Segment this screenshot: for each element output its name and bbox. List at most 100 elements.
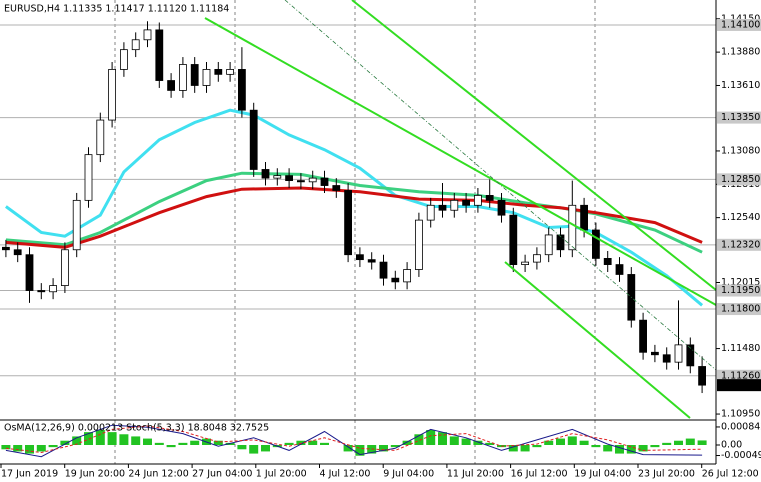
candle-body [226,69,235,75]
candle-body [639,319,647,353]
candle-body [261,169,270,179]
osma-bar [685,438,695,445]
candle-body [462,199,471,206]
level-label-box [717,238,761,251]
x-tick-label: 23 Jul 20:00 [638,469,695,480]
y-tick-label: 1.12540 [721,212,760,223]
level-label: 1.12320 [721,239,760,250]
x-tick-label: 11 Jul 20:00 [447,469,504,480]
candle-body [533,254,541,263]
stochastic-line [5,425,703,454]
x-tick-label: 19 Jul 04:00 [574,469,631,480]
candle-body [379,261,388,279]
osma-bar [650,445,660,448]
candle-body [485,195,494,201]
candle-body [25,254,34,291]
osma-bar [579,440,589,445]
osma-bar [72,436,82,445]
x-tick-label: 16 Jul 12:00 [511,469,568,480]
y-tick-label: 1.11480 [721,343,760,354]
osma-bar [532,445,542,448]
indicator-title: OsMA(12,26,9) 0.000213 Stoch(5,3,3) 18.8… [4,423,269,434]
level-label: 1.11800 [721,304,760,315]
level-label: 1.11260 [721,370,760,381]
osma-bar [178,442,188,445]
candle-body [438,204,447,211]
candle-body [13,249,22,256]
osma-bar [25,445,34,454]
indicator-tick-label: 0.000842 [721,421,761,432]
level-label-box [717,173,761,186]
osma-bar [190,440,200,445]
osma-bar [662,442,672,445]
level-label-box [717,369,761,382]
candle-body [155,29,164,81]
osma-bar [166,445,176,448]
level-label: 1.12850 [721,174,760,185]
level-label: 1.13350 [721,112,760,123]
osma-bar [567,436,577,445]
osma-bar [438,432,447,445]
osma-bar [343,445,353,452]
candle-body [143,29,152,41]
osma-bar [119,434,129,445]
candle-body [403,269,412,283]
candle-body [167,80,176,91]
candle-body [332,185,341,191]
candle-body [320,177,329,186]
candle-body [214,69,223,75]
candle-body [367,259,376,263]
trend-line [504,261,691,419]
indicator-tick-label: 0.00 [721,440,742,451]
candle-body [61,249,69,286]
y-tick-label: 1.13080 [721,145,760,156]
osma-bar [320,442,329,445]
trend-line [204,17,717,306]
osma-bar [638,445,648,452]
candle-body [108,69,116,121]
osma-bar [84,432,93,445]
candle-body [131,39,140,51]
candle-body [120,49,128,70]
candle-body [603,258,612,265]
candle-body [450,199,459,211]
candle-body [662,354,671,363]
candles [2,21,706,394]
osma-bar [1,445,11,450]
osma-bar [355,445,365,456]
candle-body [521,261,529,265]
osma-bar [485,442,495,445]
x-tick-label: 19 Jun 20:00 [65,469,125,480]
osma-bar [249,445,259,454]
time-axis: 17 Jun 2019 19 Jun 20:00 24 Jun 12:00 27 Ju… [0,464,759,480]
candle-body [273,175,282,179]
osma-bar [154,442,164,445]
x-tick-label: 26 Jul 12:00 [702,469,759,480]
chart-title: EURUSD,H4 1.11335 1.11417 1.11120 1.1118… [4,4,229,15]
osma-bar [603,445,613,452]
osma-bar [473,440,483,445]
osma-bar [414,434,424,445]
candle-body [249,109,258,170]
osma-bar [591,445,601,448]
y-tick-label: 1.13610 [721,80,760,91]
osma-bar [508,445,518,452]
osma-bar [95,430,105,445]
osma-bar [237,445,247,450]
candle-body [651,351,659,356]
osma-bar [284,442,294,445]
osma-bar [674,440,683,445]
osma-bar [213,440,223,445]
candle-body [344,190,353,256]
x-tick-label: 27 Jun 04:00 [192,469,252,480]
osma-bar [36,445,46,452]
candle-body [698,366,706,386]
candle-body [426,204,435,221]
stochastic-line [5,424,703,458]
candle-body [178,64,187,91]
osma-bar [261,445,270,452]
candle-body [190,64,199,86]
osma-bar [402,440,412,445]
